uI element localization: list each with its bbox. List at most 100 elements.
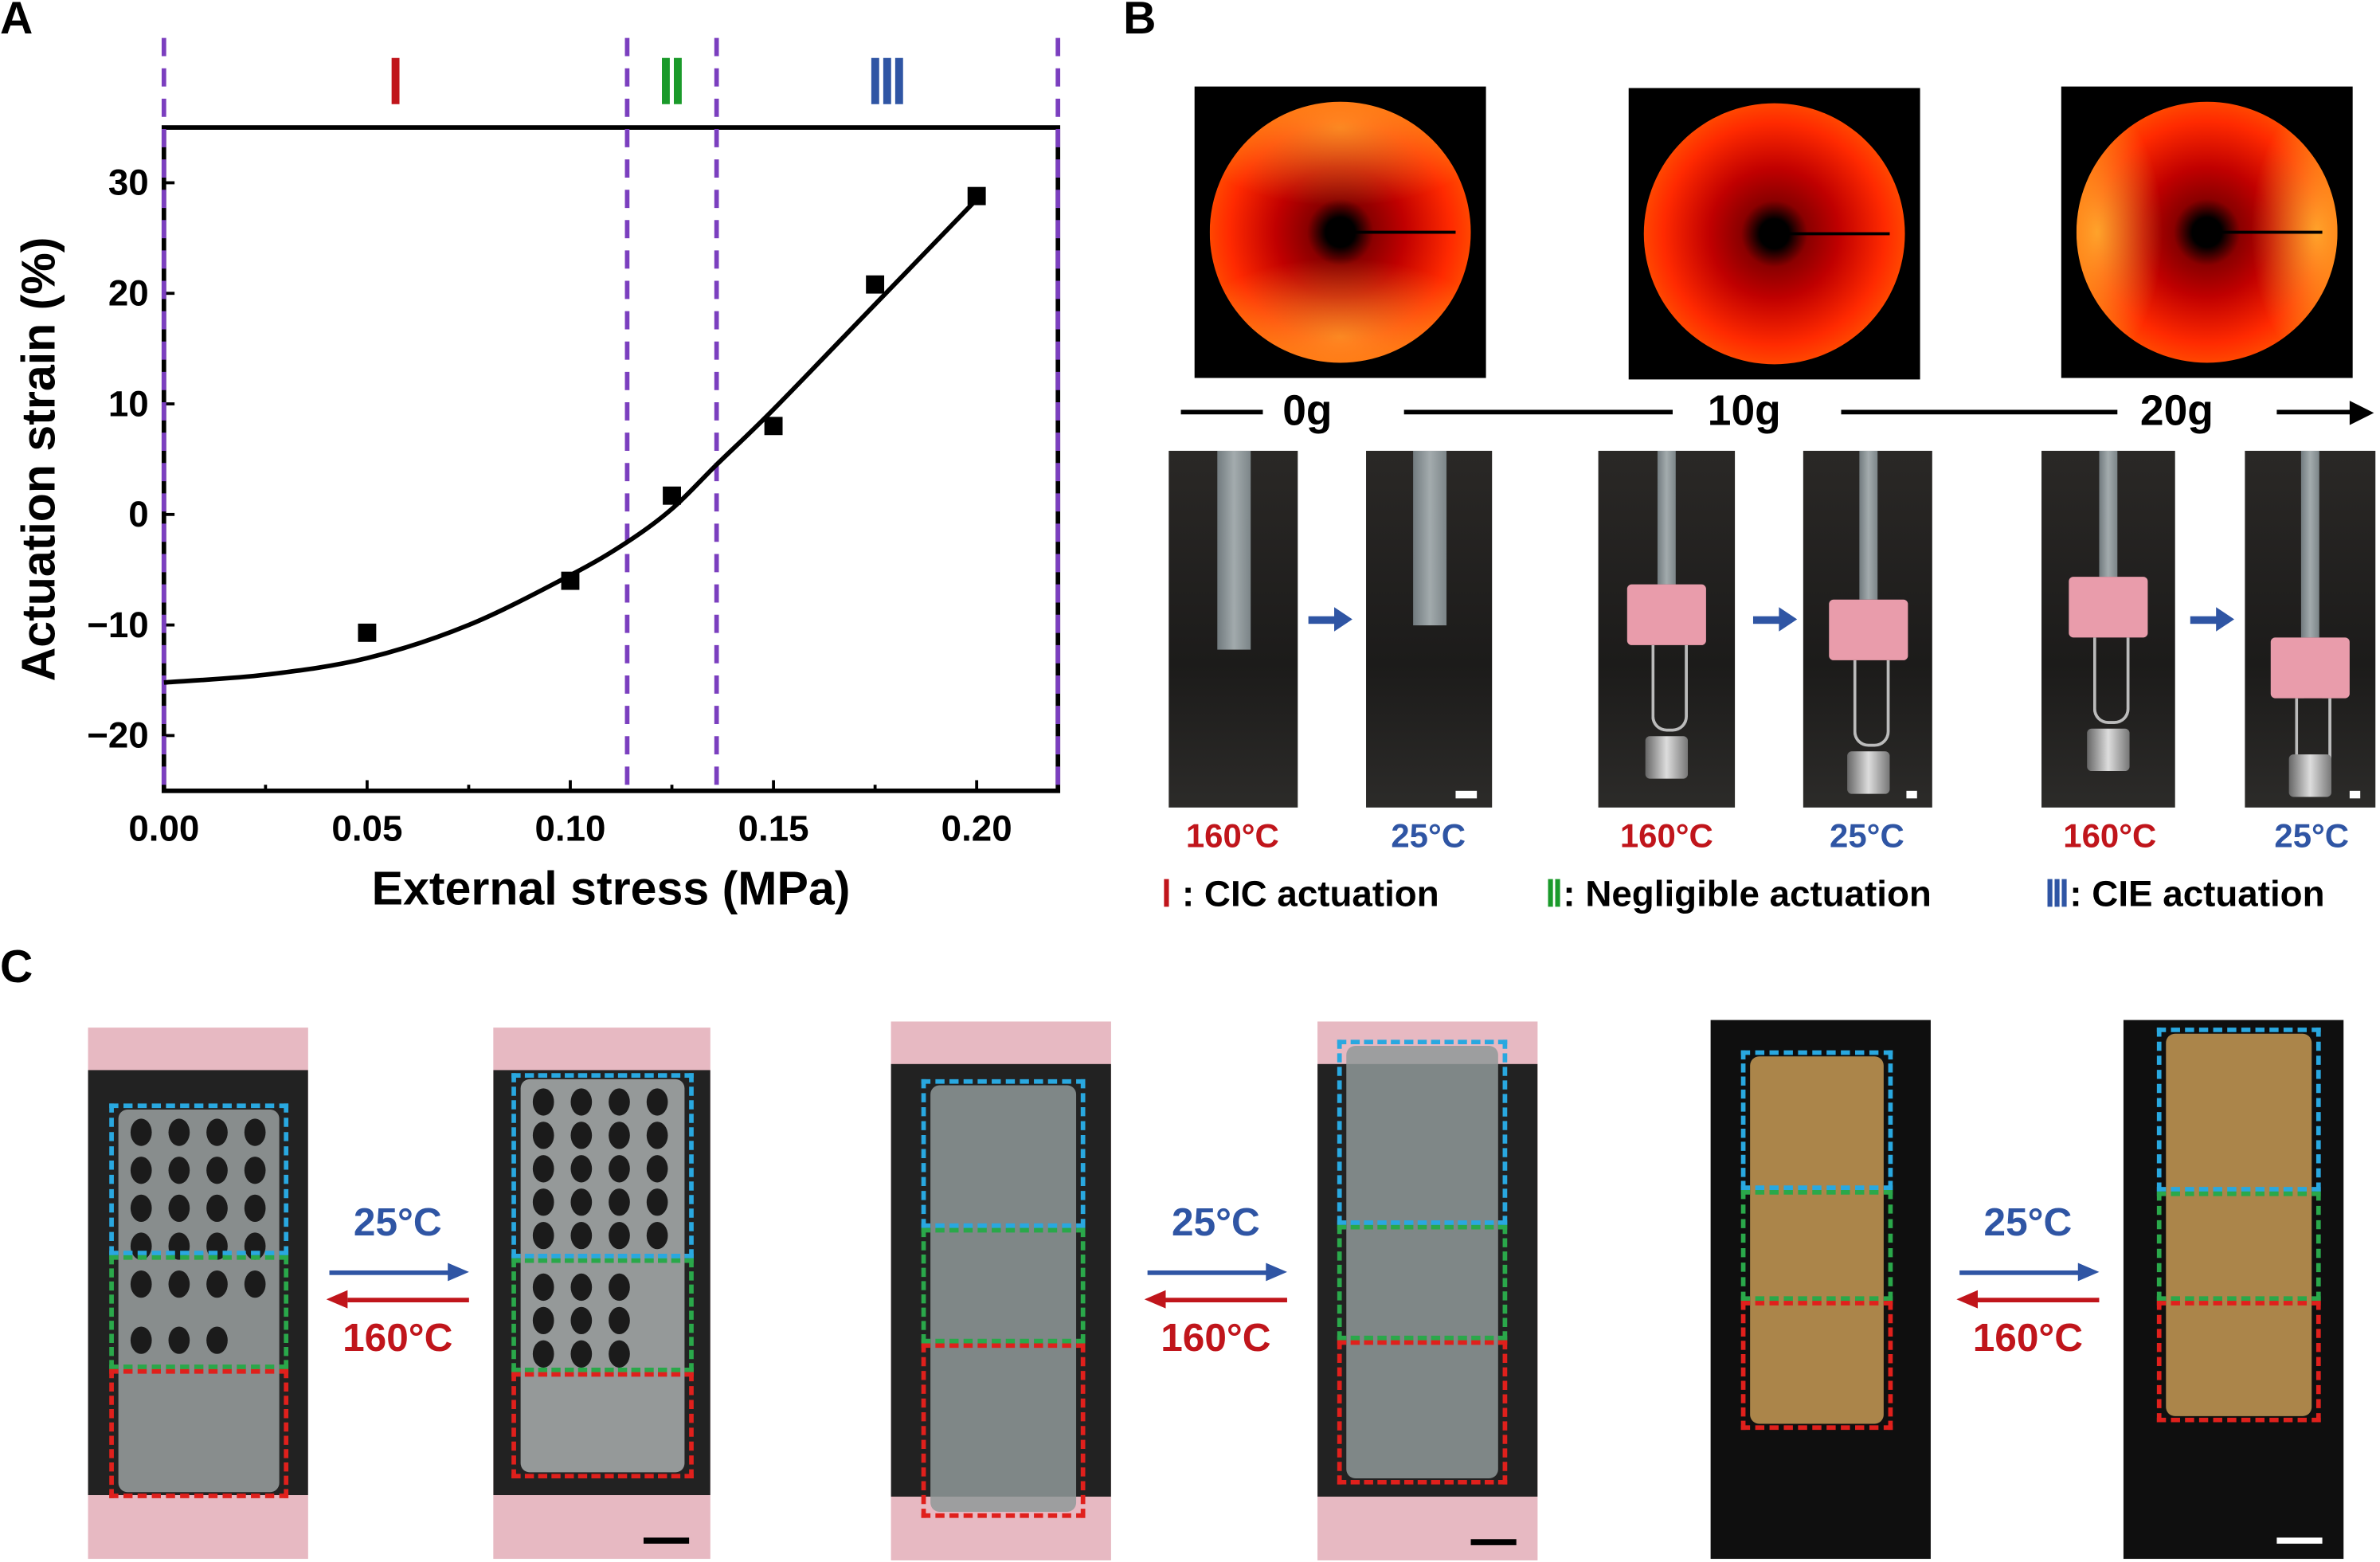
- region-box: [109, 1103, 289, 1255]
- temperature-label: 160°C: [1619, 816, 1713, 855]
- lce-strip: [2300, 450, 2319, 638]
- y-tick-label: −20: [87, 715, 149, 756]
- sample-photo: [493, 1028, 710, 1560]
- heating-arrow: [347, 1298, 469, 1303]
- sample-photo: [1317, 1021, 1538, 1560]
- cooling-temperature: 25°C: [1983, 1199, 2073, 1245]
- hole: [609, 1188, 630, 1216]
- region-box: [511, 1258, 694, 1372]
- legend-text: : CIE actuation: [2069, 874, 2325, 916]
- hole: [609, 1222, 630, 1250]
- hole: [168, 1118, 190, 1146]
- panel-label-b: B: [1123, 0, 1157, 45]
- temperature-label: 160°C: [2063, 816, 2157, 855]
- xray-pattern-0g: [1194, 86, 1486, 378]
- hole: [168, 1270, 190, 1298]
- arrow-left-icon: [326, 1290, 348, 1309]
- scale-bar: [2349, 790, 2361, 799]
- region-box: [1740, 1189, 1893, 1302]
- sample-photo: [891, 1021, 1111, 1560]
- region-box: [1740, 1301, 1893, 1431]
- beamstop: [1762, 221, 1787, 246]
- load-label: 20g: [2139, 386, 2214, 435]
- data-point: [663, 486, 681, 505]
- hole: [609, 1340, 630, 1368]
- x-axis-title: External stress (MPa): [372, 863, 851, 915]
- hole: [532, 1222, 554, 1250]
- x-tick-label: 0.10: [534, 808, 605, 849]
- lce-sample: [1346, 1045, 1498, 1479]
- hole: [130, 1326, 152, 1354]
- sample-photo: [88, 1028, 308, 1560]
- heating-temperature: 160°C: [1972, 1314, 2084, 1360]
- region-box: [2156, 1191, 2321, 1302]
- hole: [532, 1155, 554, 1183]
- cooling-arrow: [1147, 1270, 1270, 1275]
- load-axis-line: [1180, 409, 1263, 415]
- hole: [244, 1118, 266, 1146]
- scale-bar: [2276, 1537, 2323, 1544]
- hole: [646, 1088, 668, 1116]
- region-box: [2156, 1028, 2321, 1192]
- beamstop-line: [2206, 230, 2323, 234]
- cooling-temperature: 25°C: [353, 1199, 442, 1245]
- binder-clip: [2069, 577, 2148, 638]
- beamstop: [1328, 220, 1352, 245]
- panel-label-c: C: [0, 942, 33, 993]
- arrow-right-icon: [1334, 607, 1352, 632]
- hole: [646, 1122, 668, 1149]
- clip-wire: [1852, 660, 1889, 747]
- xray-pattern-20g: [2061, 86, 2353, 378]
- y-tick-label: −10: [87, 605, 149, 645]
- arrow-right-icon: [448, 1263, 469, 1282]
- legend-numeral: Ⅱ: [1544, 875, 1564, 916]
- cooling-temperature: 25°C: [1172, 1199, 1260, 1245]
- hole: [168, 1326, 190, 1354]
- beamstop-line: [1340, 230, 1456, 234]
- hole: [130, 1194, 152, 1223]
- region-label-2: Ⅱ: [657, 50, 687, 117]
- hole: [532, 1188, 554, 1216]
- lce-strip: [1657, 450, 1676, 585]
- legend-text: : CIC actuation: [1172, 874, 1439, 916]
- heating-temperature: 160°C: [343, 1314, 453, 1360]
- clip-wire: [1651, 644, 1689, 732]
- sample-photo: [2041, 450, 2175, 808]
- load-axis-line: [1403, 409, 1673, 415]
- arrow-shaft: [1752, 616, 1781, 624]
- x-tick-label: 0.15: [738, 808, 809, 849]
- lce-strip: [1216, 450, 1251, 650]
- load-axis-line: [1841, 409, 2118, 415]
- region-box: [921, 1227, 1086, 1344]
- region-label-3: Ⅲ: [867, 50, 909, 117]
- region-box: [1337, 1039, 1508, 1225]
- region-box: [109, 1368, 289, 1498]
- arrow-left-icon: [1956, 1290, 1978, 1309]
- sample-photo: [1710, 1020, 1931, 1560]
- hole: [646, 1222, 668, 1250]
- data-point: [866, 275, 885, 294]
- scale-bar: [1470, 1539, 1517, 1545]
- weight: [1846, 751, 1889, 794]
- legend-numeral: Ⅰ: [1161, 875, 1172, 916]
- region-box: [1337, 1340, 1508, 1485]
- panel-label-a: A: [0, 0, 33, 45]
- lce-sample: [1750, 1056, 1884, 1424]
- hole: [168, 1194, 190, 1223]
- beamstop-line: [1774, 232, 1890, 236]
- hole: [609, 1273, 630, 1302]
- arrow-right-icon: [2216, 607, 2235, 632]
- legend-item: Ⅲ: CIE actuation: [2045, 873, 2325, 917]
- hole: [570, 1188, 593, 1216]
- hole: [130, 1270, 152, 1298]
- arrow-shaft: [2190, 616, 2218, 624]
- sample-photo: [2123, 1020, 2344, 1560]
- x-tick-label: 0.05: [331, 808, 402, 849]
- hole: [244, 1157, 266, 1184]
- scale-bar: [643, 1537, 690, 1544]
- scale-bar: [1906, 790, 1917, 799]
- fit-curve: [163, 198, 979, 685]
- region-box: [921, 1079, 1086, 1228]
- region-box: [1740, 1050, 1893, 1190]
